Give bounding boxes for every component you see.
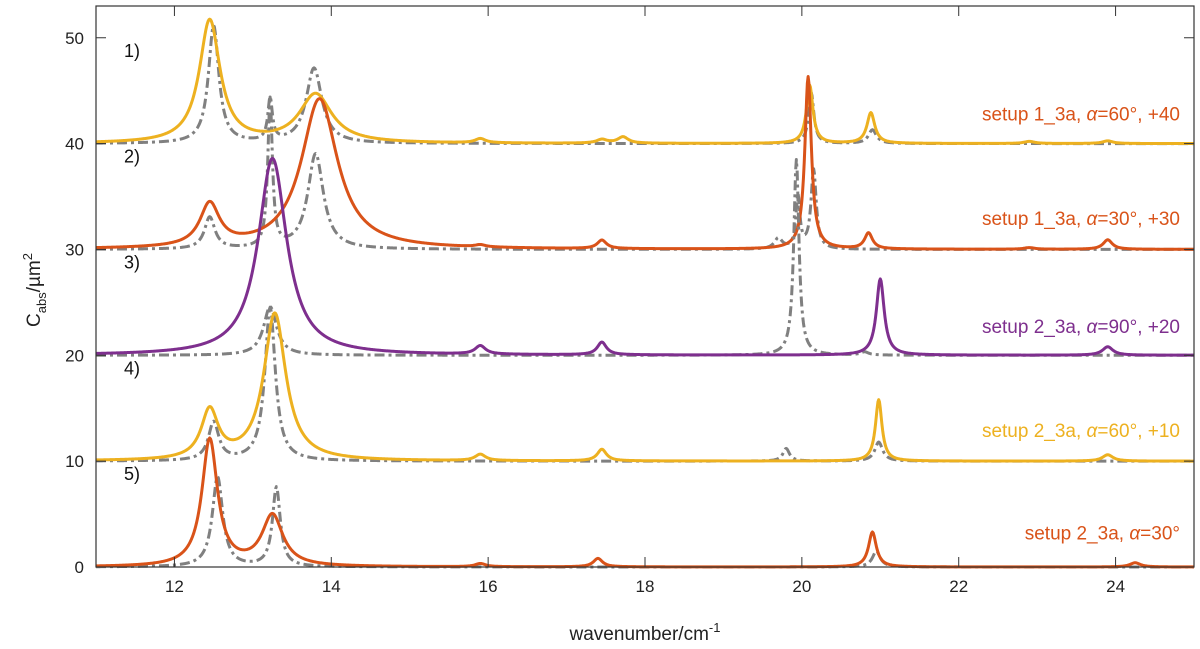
solid-curve-5 [95, 436, 1195, 569]
x-axis-title: wavenumber/cm-1 [569, 620, 721, 645]
y-tick-label-10: 10 [65, 452, 84, 471]
x-tick-label-16: 16 [479, 577, 498, 596]
x-tick-label-22: 22 [949, 577, 968, 596]
panel-label-1: 1) [124, 41, 140, 61]
x-tick-label-20: 20 [792, 577, 811, 596]
solid-curve-2 [95, 74, 1195, 251]
solid-curve-3 [95, 156, 1195, 357]
curve-label-2: setup 1_3a, α=30°, +30 [982, 209, 1180, 230]
x-tick-label-18: 18 [636, 577, 655, 596]
curve-label-3: setup 2_3a, α=90°, +20 [982, 317, 1180, 338]
curve-label-4: setup 2_3a, α=60°, +10 [982, 421, 1180, 442]
y-tick-label-50: 50 [65, 29, 84, 48]
y-tick-label-0: 0 [75, 558, 84, 577]
panel-label-3: 3) [124, 253, 140, 273]
curve-labels-layer: 1) setup 1_3a, α=60°, +40 2) setup 1_3a, α=… [124, 41, 1180, 545]
panel-label-4: 4) [124, 358, 140, 378]
y-tick-label-20: 20 [65, 346, 84, 365]
dashed-curve-5 [95, 475, 1195, 569]
x-tick-label-14: 14 [322, 577, 341, 596]
y-tick-label-40: 40 [65, 135, 84, 154]
dashed-curve-1 [95, 23, 1195, 146]
curve-label-5: setup 2_3a, α=30° [1025, 524, 1180, 545]
solid-curve-1 [95, 17, 1195, 146]
panel-label-5: 5) [124, 464, 140, 484]
x-tick-label-12: 12 [165, 577, 184, 596]
plot-frame [95, 5, 1195, 568]
panel-label-2: 2) [124, 147, 140, 167]
solid-curve-4 [95, 311, 1195, 463]
curve-label-1: setup 1_3a, α=60°, +40 [982, 104, 1180, 125]
curves-layer [95, 17, 1195, 569]
y-tick-label-30: 30 [65, 240, 84, 259]
x-tick-label-24: 24 [1106, 577, 1125, 596]
ticks-layer: 12 14 16 18 20 22 24 0 10 20 30 40 50 [65, 6, 1194, 596]
y-axis-title: Cabs/µm2 [20, 253, 49, 327]
